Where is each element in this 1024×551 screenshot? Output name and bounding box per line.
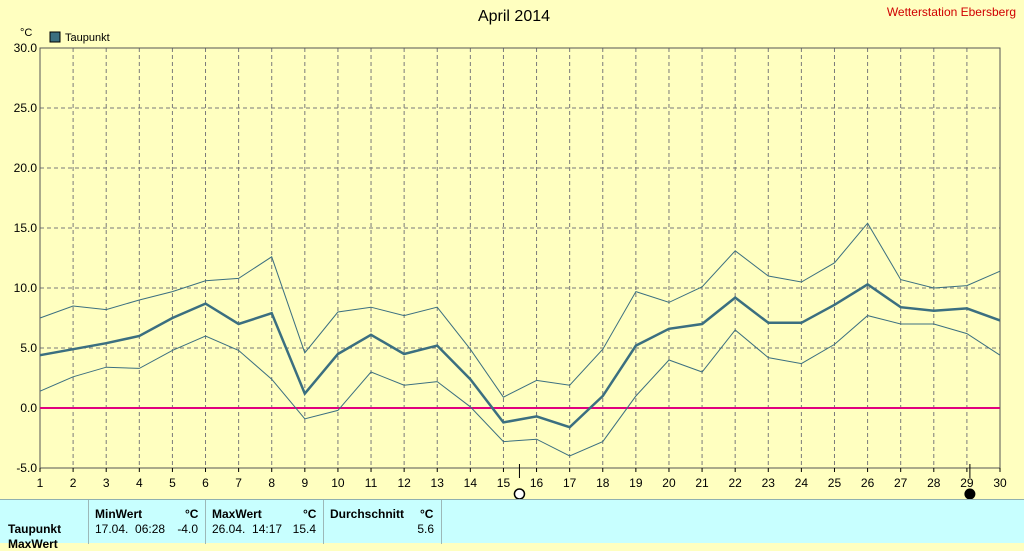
x-tick-label: 3 bbox=[103, 476, 110, 490]
x-tick-label: 14 bbox=[464, 476, 478, 490]
dew-point-chart: April 2014 Wetterstation Ebersberg °C Ta… bbox=[14, 5, 1016, 499]
min-header: MinWert bbox=[95, 507, 143, 521]
x-tick-label: 27 bbox=[894, 476, 908, 490]
y-tick-label: -5.0 bbox=[16, 461, 37, 475]
x-tick-label: 23 bbox=[762, 476, 776, 490]
divider bbox=[441, 500, 442, 544]
x-tick-label: 9 bbox=[301, 476, 308, 490]
y-tick-label: 15.0 bbox=[14, 221, 38, 235]
y-tick-label: 5.0 bbox=[20, 341, 37, 355]
max-value: 15.4 bbox=[292, 522, 316, 536]
x-tick-label: 18 bbox=[596, 476, 610, 490]
x-tick-label: 24 bbox=[795, 476, 809, 490]
x-tick-label: 26 bbox=[861, 476, 875, 490]
full-moon-icon bbox=[964, 488, 976, 499]
legend-swatch bbox=[49, 31, 61, 43]
x-tick-label: 12 bbox=[397, 476, 411, 490]
max-header: MaxWert bbox=[212, 507, 262, 521]
max-unit-header: °C bbox=[303, 507, 317, 521]
y-tick-label: 30.0 bbox=[14, 41, 38, 55]
min-time: 17.04. 06:28 bbox=[95, 522, 166, 536]
x-tick-label: 8 bbox=[268, 476, 275, 490]
x-tick-label: 11 bbox=[365, 476, 378, 490]
x-tick-label: 20 bbox=[662, 476, 676, 490]
x-tick-label: 29 bbox=[960, 476, 974, 490]
legend-label: Taupunkt bbox=[65, 32, 110, 44]
x-tick-label: 13 bbox=[431, 476, 445, 490]
chart-title: April 2014 bbox=[478, 8, 550, 25]
plot-border bbox=[39, 47, 1001, 469]
plot-area: 30.025.020.015.010.05.00.0-5.01 2 3 4 5 6 7 8 9 1… bbox=[14, 41, 1007, 499]
divider bbox=[323, 500, 324, 544]
x-tick-label: 15 bbox=[497, 476, 511, 490]
series-line-mean bbox=[39, 282, 1001, 429]
x-tick-label: 7 bbox=[235, 476, 242, 490]
x-tick-label: 30 bbox=[993, 476, 1007, 490]
min-unit-header: °C bbox=[185, 507, 199, 521]
y-tick-label: 20.0 bbox=[14, 161, 38, 175]
avg-unit-header: °C bbox=[420, 507, 434, 521]
y-tick-label: 0.0 bbox=[20, 401, 37, 415]
x-tick-label: 10 bbox=[331, 476, 345, 490]
y-tick-label: 25.0 bbox=[14, 101, 38, 115]
row-label: Taupunkt bbox=[8, 522, 62, 536]
new-moon-icon bbox=[513, 488, 526, 499]
x-tick-label: 5 bbox=[169, 476, 176, 490]
avg-header: Durchschnitt bbox=[330, 507, 405, 521]
x-tick-label: 28 bbox=[927, 476, 941, 490]
x-tick-label: 16 bbox=[530, 476, 544, 490]
y-unit-label: °C bbox=[20, 27, 32, 39]
x-tick-label: 4 bbox=[136, 476, 143, 490]
series-line-max bbox=[39, 222, 1001, 398]
series-line-min bbox=[39, 315, 1001, 457]
x-tick-label: 1 bbox=[37, 476, 44, 490]
y-tick-label: 10.0 bbox=[14, 281, 38, 295]
max-time: 26.04. 14:17 bbox=[212, 522, 283, 536]
station-name: Wetterstation Ebersberg bbox=[887, 5, 1016, 19]
divider bbox=[88, 500, 89, 544]
x-tick-label: 17 bbox=[563, 476, 577, 490]
x-tick-label: 21 bbox=[695, 476, 709, 490]
statistics-panel: MinWert °C MaxWert °C Durchschnitt °C Ta… bbox=[0, 499, 1024, 551]
x-tick-label: 22 bbox=[728, 476, 742, 490]
x-tick-label: 2 bbox=[70, 476, 77, 490]
min-value: -4.0 bbox=[177, 522, 198, 536]
x-tick-label: 25 bbox=[828, 476, 842, 490]
row-label-partial: MaxWert bbox=[8, 537, 58, 551]
divider bbox=[205, 500, 206, 544]
x-tick-label: 19 bbox=[629, 476, 643, 490]
x-tick-label: 6 bbox=[202, 476, 209, 490]
avg-value: 5.6 bbox=[417, 522, 434, 536]
